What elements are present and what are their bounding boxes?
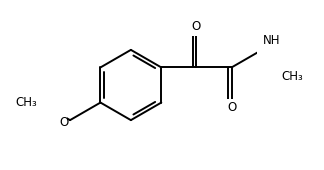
Text: O: O [192,20,201,33]
Text: CH₃: CH₃ [282,70,303,83]
Text: CH₃: CH₃ [16,96,38,109]
Text: O: O [227,101,236,114]
Text: NH: NH [263,35,281,47]
Text: O: O [60,116,69,129]
